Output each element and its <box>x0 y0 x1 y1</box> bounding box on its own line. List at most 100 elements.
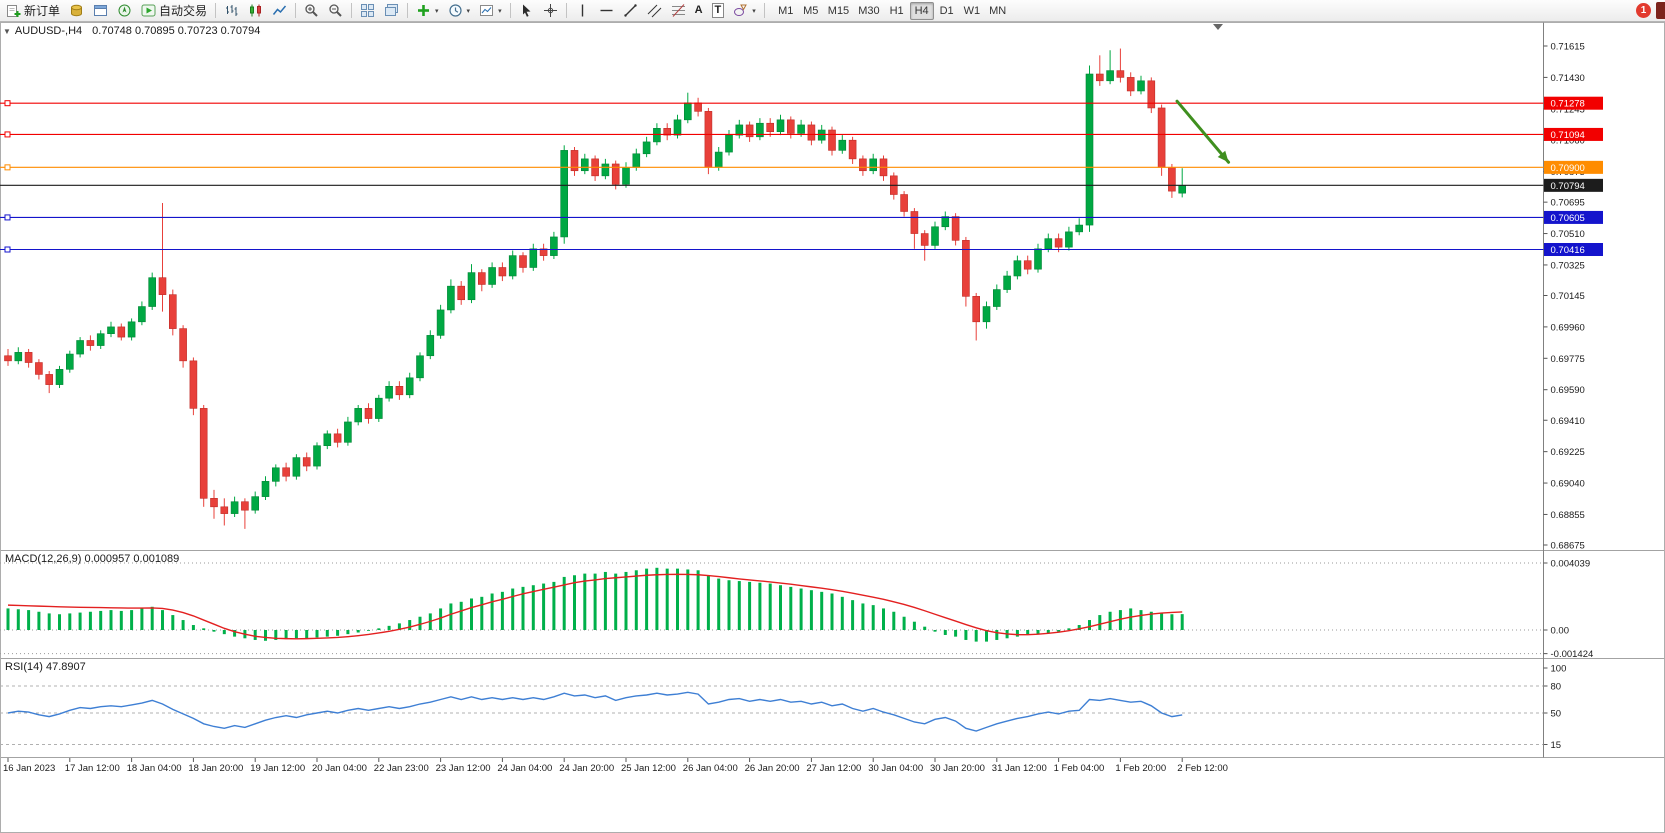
candle-body <box>1075 224 1083 233</box>
candle-body <box>1085 73 1094 226</box>
line-handle[interactable] <box>4 214 11 221</box>
timeframe-button-h1[interactable]: H1 <box>885 2 909 20</box>
trendline-button[interactable] <box>619 1 642 20</box>
dropdown-caret-icon: ▾ <box>752 7 756 15</box>
candle-body <box>756 122 764 138</box>
time-axis-label: 30 Jan 04:00 <box>868 763 923 774</box>
rsi-axis-label: 50 <box>1551 709 1562 720</box>
data-window-button[interactable] <box>89 1 112 20</box>
candle-body <box>704 111 713 168</box>
price-axis-label: 0.69960 <box>1551 322 1585 333</box>
fibonacci-button[interactable] <box>667 1 690 20</box>
cascade-windows-button[interactable] <box>380 1 403 20</box>
candle-body <box>271 467 280 482</box>
candle-body <box>138 306 146 323</box>
candle-body <box>869 158 878 172</box>
zoom-in-button[interactable] <box>300 1 323 20</box>
candle-body <box>714 151 723 168</box>
vertical-line-button[interactable] <box>571 1 594 20</box>
candle-body <box>302 457 311 467</box>
time-axis-label: 16 Jan 2023 <box>3 763 55 774</box>
tile-windows-button[interactable] <box>356 1 379 20</box>
time-axis-label: 2 Feb 12:00 <box>1177 763 1228 774</box>
price-axis-label: 0.69225 <box>1551 447 1585 458</box>
timeframe-button-mn[interactable]: MN <box>985 2 1010 20</box>
trend-arrow-head <box>1217 150 1229 163</box>
line-handle[interactable] <box>4 131 11 138</box>
candle-body <box>488 267 496 285</box>
time-axis-label: 31 Jan 12:00 <box>992 763 1047 774</box>
candle-body <box>426 335 435 357</box>
price-badge <box>1544 210 1603 224</box>
candle-body <box>570 150 579 172</box>
time-axis-label: 18 Jan 20:00 <box>188 763 243 774</box>
candle-body <box>519 255 527 268</box>
trend-arrow[interactable] <box>1175 99 1231 164</box>
timeframe-button-m15[interactable]: M15 <box>824 2 853 20</box>
candle-body <box>694 102 702 112</box>
candlestick-chart-icon <box>248 3 263 18</box>
candle-body <box>127 321 136 338</box>
candlestick-chart-button[interactable] <box>244 1 267 20</box>
text-label-button[interactable]: T <box>708 1 729 20</box>
candle-body <box>117 326 126 338</box>
line-handle[interactable] <box>4 246 11 253</box>
price-axis-label: 0.71245 <box>1551 104 1585 115</box>
new-order-button[interactable]: 新订单 <box>2 1 64 20</box>
candle-body <box>828 129 836 151</box>
navigator-button[interactable] <box>113 1 136 20</box>
indicators-button[interactable]: ▾ <box>412 1 443 20</box>
candle-body <box>498 267 507 277</box>
candle-body <box>1054 238 1063 248</box>
line-handle[interactable] <box>4 100 11 107</box>
periods-button[interactable]: ▾ <box>444 1 475 20</box>
timeframe-button-h4[interactable]: H4 <box>909 1 934 20</box>
zoom-out-button[interactable] <box>324 1 347 20</box>
candle-body <box>1126 77 1135 92</box>
line-chart-icon <box>272 3 287 18</box>
line-handle[interactable] <box>4 164 11 171</box>
market-watch-button[interactable] <box>65 1 88 20</box>
candle-body <box>1023 260 1032 270</box>
candle-body <box>539 248 548 256</box>
timeframe-button-d1[interactable]: D1 <box>935 2 959 20</box>
candle-body <box>725 134 733 153</box>
candle-body <box>189 360 198 409</box>
toolbar-separator <box>763 3 765 18</box>
channel-button[interactable] <box>643 1 666 20</box>
price-badge-label: 0.70416 <box>1551 245 1585 256</box>
candle-body <box>344 421 352 443</box>
candle-body <box>848 139 857 160</box>
macd-axis-label: 0.00 <box>1551 626 1570 637</box>
timeframe-button-w1[interactable]: W1 <box>960 2 985 20</box>
candle-body <box>364 408 373 419</box>
crosshair-button[interactable] <box>539 1 562 20</box>
candle-body <box>900 194 908 212</box>
horizontal-line-button[interactable] <box>595 1 618 20</box>
notification-badge[interactable]: 1 <box>1636 3 1651 18</box>
toolbar-separator <box>565 3 567 18</box>
vertical-line-icon <box>575 3 590 18</box>
time-axis-label: 1 Feb 20:00 <box>1115 763 1166 774</box>
templates-button[interactable]: ▾ <box>475 1 506 20</box>
line-chart-button[interactable] <box>268 1 291 20</box>
text-button[interactable]: A <box>691 1 707 20</box>
chart-shift-marker[interactable] <box>1213 24 1223 30</box>
channel-icon <box>647 3 662 18</box>
shapes-icon <box>733 3 748 18</box>
timeframe-button-m1[interactable]: M1 <box>774 2 798 20</box>
bar-chart-button[interactable] <box>220 1 243 20</box>
timeframe-button-m30[interactable]: M30 <box>854 2 883 20</box>
auto-trading-button[interactable]: 自动交易 <box>137 1 211 20</box>
candle-body <box>220 506 229 514</box>
dropdown-caret-icon: ▾ <box>435 7 439 15</box>
candle-body <box>55 369 64 385</box>
cursor-button[interactable] <box>515 1 538 20</box>
chart-ohlc-values: 0.70748 0.70895 0.70723 0.70794 <box>92 25 261 37</box>
shapes-button[interactable]: ▾ <box>729 1 760 20</box>
candle-body <box>45 374 54 385</box>
candle-body <box>333 433 342 443</box>
timeframe-button-m5[interactable]: M5 <box>799 2 823 20</box>
collapse-chart-icon[interactable]: ▼ <box>3 26 11 36</box>
